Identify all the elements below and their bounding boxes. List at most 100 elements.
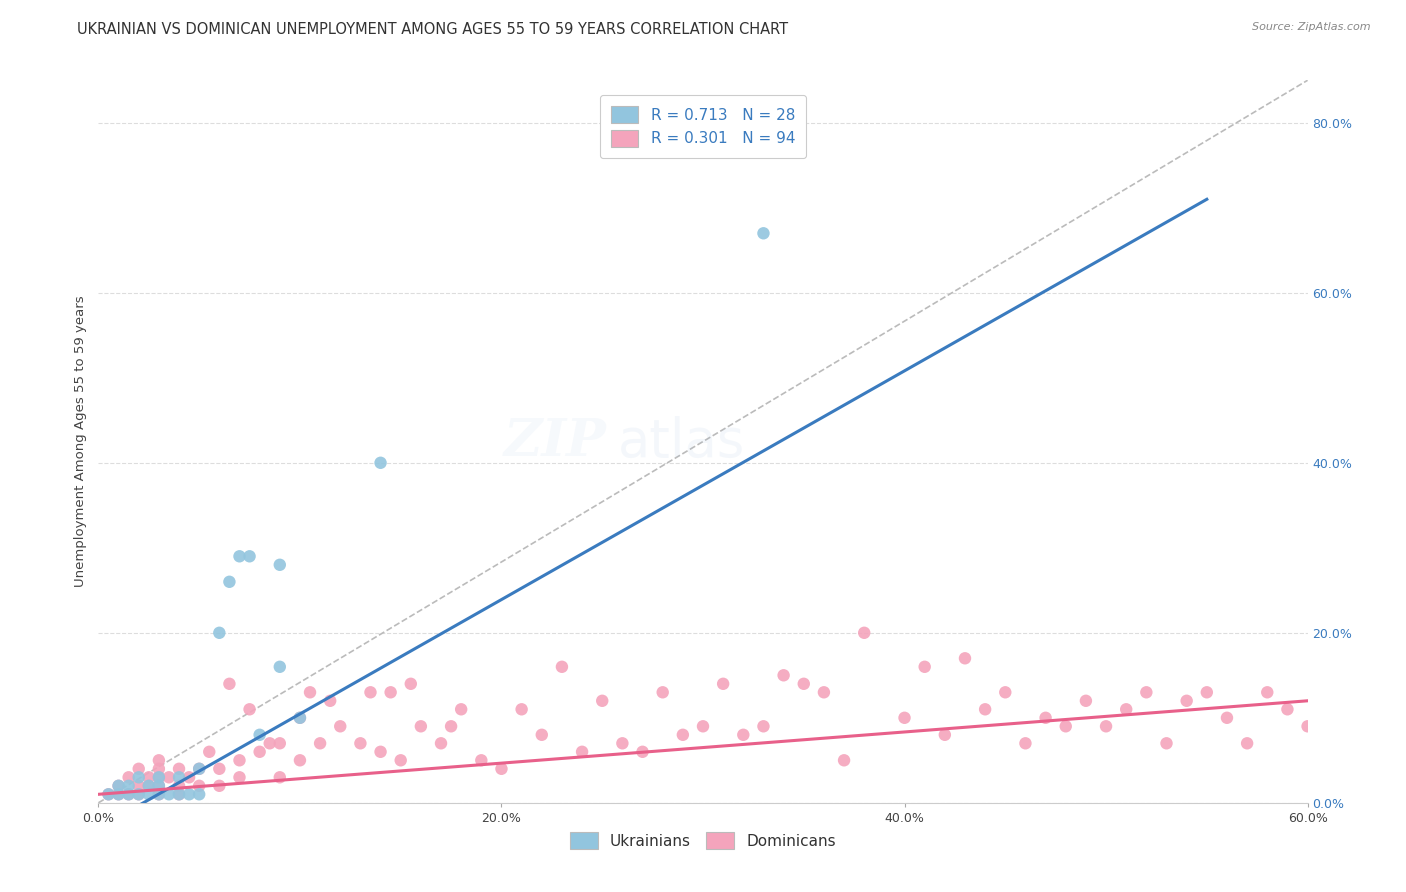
Point: [118, 779, 141, 793]
Text: ZIP: ZIP: [503, 416, 606, 467]
Point: [389, 753, 412, 767]
Point: [157, 787, 180, 801]
Point: [288, 753, 311, 767]
Point: [167, 762, 190, 776]
Point: [208, 625, 231, 640]
Point: [148, 770, 170, 784]
Point: [208, 762, 231, 776]
Point: [269, 736, 291, 750]
Point: [793, 677, 815, 691]
Point: [571, 745, 593, 759]
Point: [370, 456, 392, 470]
Point: [491, 762, 513, 776]
Point: [107, 787, 129, 801]
Point: [128, 762, 150, 776]
Point: [1357, 711, 1379, 725]
Point: [148, 762, 170, 776]
Point: [1054, 719, 1077, 733]
Point: [1115, 702, 1137, 716]
Point: [1156, 736, 1178, 750]
Point: [692, 719, 714, 733]
Point: [148, 787, 170, 801]
Point: [228, 549, 250, 564]
Point: [107, 779, 129, 793]
Point: [97, 787, 120, 801]
Point: [138, 770, 160, 784]
Point: [853, 625, 876, 640]
Point: [269, 660, 291, 674]
Point: [360, 685, 382, 699]
Point: [953, 651, 976, 665]
Point: [1376, 677, 1399, 691]
Point: [228, 770, 250, 784]
Point: [440, 719, 463, 733]
Point: [128, 770, 150, 784]
Point: [530, 728, 553, 742]
Point: [1175, 694, 1198, 708]
Point: [319, 694, 342, 708]
Point: [218, 677, 240, 691]
Point: [148, 770, 170, 784]
Text: Source: ZipAtlas.com: Source: ZipAtlas.com: [1253, 22, 1371, 32]
Legend: Ukrainians, Dominicans: Ukrainians, Dominicans: [560, 822, 846, 860]
Point: [97, 787, 120, 801]
Point: [409, 719, 432, 733]
Point: [832, 753, 855, 767]
Point: [148, 787, 170, 801]
Point: [1337, 694, 1360, 708]
Point: [974, 702, 997, 716]
Point: [259, 736, 281, 750]
Point: [218, 574, 240, 589]
Point: [551, 660, 574, 674]
Point: [118, 787, 141, 801]
Point: [1216, 711, 1239, 725]
Point: [370, 745, 392, 759]
Point: [269, 770, 291, 784]
Point: [631, 745, 654, 759]
Point: [510, 702, 533, 716]
Point: [1277, 702, 1299, 716]
Point: [128, 787, 150, 801]
Point: [612, 736, 634, 750]
Point: [1296, 719, 1319, 733]
Point: [288, 711, 311, 725]
Point: [188, 762, 211, 776]
Point: [138, 787, 160, 801]
Point: [672, 728, 695, 742]
Point: [107, 779, 129, 793]
Point: [1236, 736, 1258, 750]
Point: [1195, 685, 1218, 699]
Point: [148, 753, 170, 767]
Point: [249, 745, 271, 759]
Point: [208, 779, 231, 793]
Point: [399, 677, 422, 691]
Point: [733, 728, 755, 742]
Point: [1256, 685, 1278, 699]
Point: [167, 787, 190, 801]
Point: [309, 736, 332, 750]
Point: [239, 702, 262, 716]
Point: [167, 787, 190, 801]
Point: [752, 719, 775, 733]
Point: [249, 728, 271, 742]
Point: [470, 753, 492, 767]
Point: [188, 779, 211, 793]
Point: [118, 770, 141, 784]
Point: [128, 779, 150, 793]
Point: [994, 685, 1017, 699]
Point: [1135, 685, 1157, 699]
Point: [752, 227, 775, 241]
Point: [1035, 711, 1057, 725]
Point: [148, 779, 170, 793]
Point: [430, 736, 453, 750]
Point: [813, 685, 835, 699]
Point: [138, 779, 160, 793]
Point: [349, 736, 371, 750]
Point: [772, 668, 794, 682]
Point: [450, 702, 472, 716]
Point: [239, 549, 262, 564]
Point: [188, 787, 211, 801]
Point: [380, 685, 402, 699]
Point: [651, 685, 673, 699]
Point: [228, 753, 250, 767]
